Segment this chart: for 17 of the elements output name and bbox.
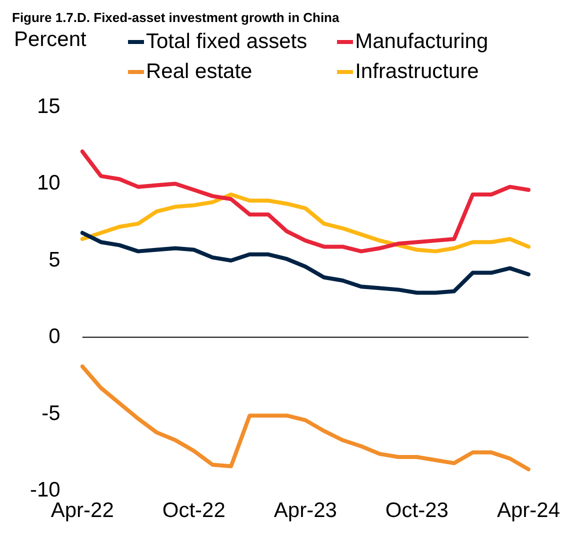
y-axis-title: Percent <box>14 28 86 52</box>
y-tick-label: 0 <box>48 325 60 348</box>
legend-label: Manufacturing <box>355 30 488 54</box>
x-tick-label: Apr-23 <box>274 499 337 522</box>
y-tick-label: 5 <box>48 248 60 272</box>
x-tick-label: Oct-23 <box>385 499 448 522</box>
legend-label: Total fixed assets <box>146 30 308 54</box>
y-tick-label: -10 <box>30 478 60 502</box>
legend-label: Infrastructure <box>355 60 479 84</box>
x-tick-label: Apr-24 <box>496 499 560 522</box>
chart-title: Figure 1.7.D. Fixed-asset investment growth in China <box>11 9 340 27</box>
legend-label: Real estate <box>146 60 252 84</box>
x-tick-label: Oct-22 <box>162 499 226 522</box>
y-tick-label: 10 <box>36 172 60 195</box>
x-tick-label: Apr-22 <box>50 499 114 522</box>
y-tick-label: 15 <box>36 94 60 118</box>
y-tick-label: -5 <box>42 402 60 425</box>
